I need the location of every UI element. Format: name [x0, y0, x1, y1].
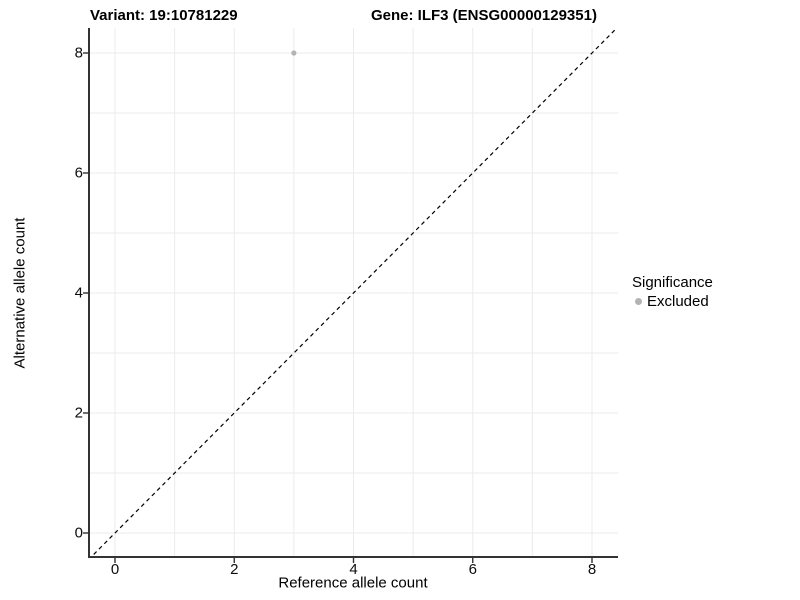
y-tick-label: 8	[74, 44, 83, 62]
data-point	[291, 50, 297, 56]
plot-title-variant: Variant: 19:10781229	[90, 7, 238, 24]
x-axis-title: Reference allele count	[278, 574, 428, 592]
legend-item-label: Excluded	[647, 293, 709, 310]
legend-item-excluded: Excluded	[632, 293, 713, 310]
x-tick-label: 2	[230, 561, 239, 578]
y-axis-title: Alternative allele count	[11, 217, 29, 369]
y-tick-label: 0	[74, 524, 83, 542]
plot-title-gene: Gene: ILF3 (ENSG00000129351)	[371, 7, 597, 24]
y-tick-label: 4	[74, 284, 83, 302]
y-tick-label: 6	[74, 164, 83, 182]
x-tick-label: 0	[110, 561, 120, 578]
legend: Significance Excluded	[632, 273, 713, 310]
x-tick-label: 6	[468, 561, 477, 578]
y-tick-label: 2	[74, 404, 83, 422]
x-tick-label: 8	[587, 561, 597, 578]
x-tick-label: 4	[349, 561, 358, 578]
identity-line	[90, 28, 618, 557]
legend-title: Significance	[632, 274, 713, 291]
legend-key-dot-icon	[635, 298, 642, 305]
